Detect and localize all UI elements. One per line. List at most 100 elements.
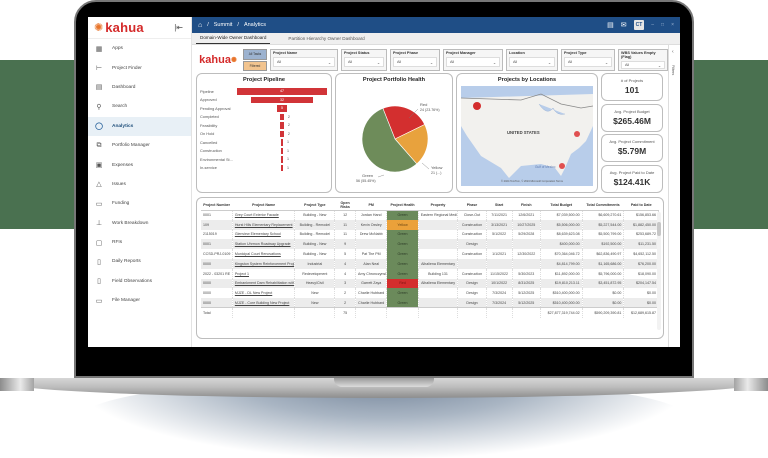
funnel-bar[interactable]: [281, 147, 283, 154]
sidebar-item-apps[interactable]: ▦ Apps: [88, 39, 191, 58]
column-header[interactable]: Phase: [457, 200, 487, 211]
all-tasks-button[interactable]: All Tasks: [243, 49, 267, 60]
funnel-bar[interactable]: [280, 122, 284, 129]
column-header[interactable]: Project Number: [201, 200, 233, 211]
column-header[interactable]: Total Commitments: [582, 200, 624, 211]
table-row[interactable]: 109 Hurst Hills Elementary Replacement Bui…: [201, 219, 659, 230]
table-row[interactable]: 0000 MJZE - Core Building New Project New 2…: [201, 298, 659, 308]
funnel-bar[interactable]: 32: [251, 96, 313, 103]
table-row[interactable]: 0001 Station Uhrmon Roadway Upgrade Buildi…: [201, 239, 659, 250]
project-name-link[interactable]: Embankment Dam Rehabilitation with Data: [232, 278, 296, 289]
tab-domain-wide[interactable]: Domain-Wide Owner Dashboard: [196, 35, 271, 44]
filter-dropdown[interactable]: All ⌄: [273, 57, 335, 67]
pie-slice-red[interactable]: [382, 105, 426, 140]
sidebar-item-funding[interactable]: ▭ Funding: [88, 194, 191, 213]
funnel-bar[interactable]: [281, 164, 283, 171]
table-row[interactable]: 0000 Kingston System Reinforcement Projec…: [201, 258, 659, 269]
project-name-link[interactable]: Glenview Elementary School: [232, 229, 296, 240]
project-name-link[interactable]: Municipal Court Renovations: [232, 249, 296, 259]
user-avatar[interactable]: CT: [633, 20, 645, 30]
clipboard-icon[interactable]: ▤: [607, 22, 614, 29]
sidebar-item-portfolio-manager[interactable]: ⧉ Portfolio Manager: [88, 136, 191, 155]
table-row[interactable]: 2022 - 03201 RE Project 1 Redevelopment 4 Am…: [201, 268, 659, 279]
funnel-row[interactable]: Completed 2: [197, 113, 331, 122]
sidebar-item-expenses[interactable]: ▣ Expenses: [88, 155, 191, 174]
funnel-row[interactable]: Pending Approval 5: [197, 104, 331, 113]
column-header[interactable]: Property: [418, 200, 458, 211]
pie-slice-green[interactable]: [361, 107, 418, 173]
sidebar-item-project-finder[interactable]: ⊢ Project Finder: [88, 58, 191, 77]
tab-partition-hierarchy[interactable]: Partition Hierarchy Owner Dashboard: [288, 36, 365, 41]
funnel-row[interactable]: On Hold 2: [197, 130, 331, 139]
sidebar-item-issues[interactable]: △ Issues: [88, 175, 191, 194]
sidebar-item-work-breakdown[interactable]: ⊥ Work Breakdown: [88, 214, 191, 233]
filters-pane[interactable]: ‹ Filters: [668, 45, 680, 347]
project-name-link[interactable]: Grey Court Exterior Facade: [232, 210, 296, 220]
project-name-link[interactable]: MJZE - DL New Project: [232, 288, 296, 299]
filter-dropdown[interactable]: All ⌄: [393, 57, 437, 67]
breadcrumb-summit[interactable]: Summit: [213, 22, 233, 28]
column-header[interactable]: Project Health: [386, 200, 419, 211]
collapse-sidebar-icon[interactable]: |⇤: [174, 23, 183, 32]
column-header[interactable]: Finish: [512, 200, 541, 211]
filter-dropdown[interactable]: All ⌄: [564, 57, 612, 67]
sidebar-item-field-observations[interactable]: ▯ Field Observations: [88, 272, 191, 291]
mail-icon[interactable]: ✉: [620, 22, 627, 29]
column-header[interactable]: PM: [355, 200, 387, 211]
sidebar-item-rfis[interactable]: ▢ RFIs: [88, 233, 191, 252]
maximize-button[interactable]: □: [661, 22, 665, 28]
funnel-row[interactable]: Cancelled 1: [197, 138, 331, 147]
sidebar-item-dashboard[interactable]: ▤ Dashboard: [88, 78, 191, 97]
funnel-row[interactable]: Construction 1: [197, 147, 331, 156]
column-header[interactable]: Paid to Date: [623, 200, 659, 211]
funnel-bar[interactable]: 5: [277, 105, 287, 112]
minimize-button[interactable]: –: [651, 22, 655, 28]
project-name-link[interactable]: Project 1: [232, 268, 296, 279]
sidebar-item-label: Expenses: [112, 162, 134, 168]
funnel-bar[interactable]: 47: [237, 88, 327, 95]
us-map[interactable]: UNITED STATES Gulf of Mexico © 2024 TomT…: [460, 86, 594, 186]
funnel-row[interactable]: Environmental St... 1: [197, 155, 331, 164]
table-row[interactable]: 0001 Grey Court Exterior Facade Building -…: [201, 210, 659, 220]
column-header[interactable]: Total Budget: [540, 200, 583, 211]
chevron-left-icon[interactable]: ‹: [672, 49, 674, 55]
column-header[interactable]: Open Risks: [334, 200, 356, 211]
sidebar-item-file-manager[interactable]: ▭ File Manager: [88, 291, 191, 310]
close-button[interactable]: ×: [671, 22, 674, 28]
column-header[interactable]: Project Name: [232, 200, 295, 211]
project-name-link[interactable]: MJZE - Core Building New Project: [232, 298, 296, 308]
funnel-bar[interactable]: [281, 139, 283, 146]
project-name-link[interactable]: Hurst Hills Elementary Replacement: [232, 219, 296, 230]
funnel-bar[interactable]: [281, 156, 283, 163]
funnel-bar[interactable]: [280, 113, 284, 120]
funnel-row[interactable]: Feasibility 2: [197, 121, 331, 130]
column-header[interactable]: Project Type: [294, 200, 335, 211]
table-row[interactable]: 2115019 Glenview Elementary School Buildin…: [201, 229, 659, 240]
funnel-row[interactable]: Approved 32: [197, 96, 331, 105]
filtered-button[interactable]: Filtered: [243, 60, 267, 71]
pie-slice-yellow[interactable]: [394, 124, 429, 165]
sidebar-item-daily-reports[interactable]: ▯ Daily Reports: [88, 252, 191, 271]
project-name-link[interactable]: Station Uhrmon Roadway Upgrade: [232, 239, 296, 250]
funnel-bar[interactable]: [280, 130, 284, 137]
filter-dropdown[interactable]: All ⌄: [446, 57, 500, 67]
breadcrumb-analytics[interactable]: Analytics: [243, 22, 266, 28]
column-header[interactable]: Start: [486, 200, 513, 211]
sidebar-item-search[interactable]: ⚲ Search: [88, 97, 191, 116]
table-row[interactable]: 0000 MJZE - DL New Project New 2 Charlie Hub…: [201, 288, 659, 299]
pipeline-title: Project Pipeline: [243, 77, 285, 83]
scrollbar-thumb[interactable]: [657, 222, 661, 236]
sidebar-item-analytics[interactable]: ◯ Analytics: [88, 116, 191, 136]
funnel-row[interactable]: Pipeline 47: [197, 87, 331, 96]
health-pie-chart[interactable]: Red 24 (23.76%) Yellow 21 (...) Green 56…: [336, 83, 453, 187]
home-icon[interactable]: ⌂: [198, 21, 203, 29]
yellow-label: Yellow: [431, 165, 443, 170]
filter-dropdown[interactable]: All ⌄: [621, 61, 665, 69]
filter-dropdown[interactable]: All ⌄: [344, 57, 384, 67]
table-scrollbar[interactable]: [657, 212, 661, 330]
funnel-row[interactable]: In-service 1: [197, 164, 331, 173]
table-row[interactable]: CCSD-PRJ-0109 Municipal Court Renovations…: [201, 249, 659, 259]
filter-dropdown[interactable]: All ⌄: [509, 57, 555, 67]
project-name-link[interactable]: Kingston System Reinforcement Project: [232, 258, 296, 269]
